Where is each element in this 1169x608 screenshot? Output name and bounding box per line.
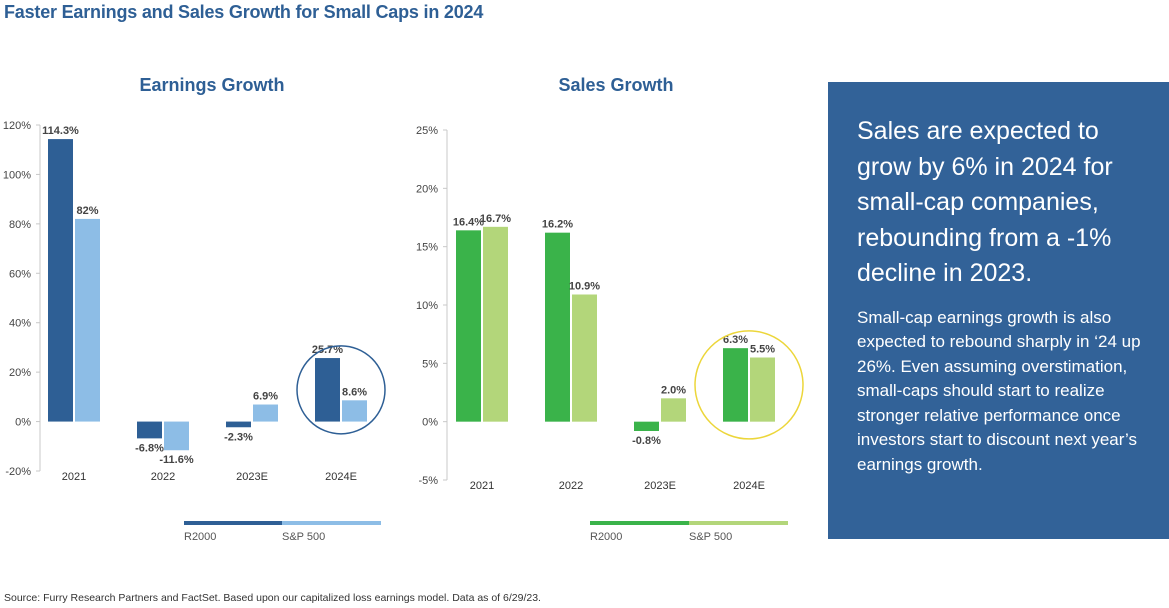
y-tick-label: 120% [3,120,31,132]
x-tick-label: 2024E [733,480,765,492]
bar-r2000-2023E [226,421,251,428]
bar-r2000-2024E [723,348,748,422]
legend-label-sp500: S&P 500 [689,531,733,543]
y-tick-label: -20% [5,466,31,478]
x-tick-label: 2021 [62,471,86,483]
data-label: 16.2% [542,219,573,231]
data-label: -6.8% [135,442,164,454]
x-tick-label: 2021 [470,480,494,492]
x-tick-label: 2022 [559,480,583,492]
highlight-circle [296,345,386,435]
y-tick-label: 100% [3,169,31,181]
chart-legend: R2000 S&P 500 [407,521,807,551]
bar-r2000-2021 [456,230,481,422]
x-tick-label: 2024E [325,471,357,483]
highlight-circle [694,330,804,440]
data-label: 16.7% [480,213,511,225]
legend-swatch-sp500 [282,521,381,525]
data-label: -2.3% [224,431,253,443]
bar-sp500-2024E [342,400,367,422]
sales-growth-chart: Sales Growth -5% 0% 5% 10% 15% 20% 25% 16.4% 16.… [407,66,807,556]
chart-legend: R2000 S&P 500 [0,521,400,551]
chart-title: Earnings Growth [139,75,285,95]
bar-r2000-2024E [315,358,340,422]
chart-title: Sales Growth [558,75,674,95]
bar-sp500-2022 [164,421,189,451]
legend-swatch-sp500 [689,521,788,525]
source-note: Source: Furry Research Partners and Fact… [4,592,541,604]
y-tick-label: 60% [9,268,31,280]
data-label: -11.6% [159,454,193,466]
y-tick-label: 0% [15,417,31,429]
bar-r2000-2022 [137,421,162,439]
data-label: 10.9% [569,281,600,293]
data-label: 16.4% [453,216,484,228]
commentary-headline: Sales are expected to grow by 6% in 2024… [857,117,1113,287]
data-label: 2.0% [661,384,686,396]
page-title: Faster Earnings and Sales Growth for Sma… [4,2,484,22]
bar-sp500-2023E [253,404,278,422]
y-tick-label: 80% [9,219,31,231]
commentary-panel: Sales are expected to grow by 6% in 2024… [828,82,1169,539]
data-label: -0.8% [632,435,661,447]
data-label: 8.6% [342,386,367,398]
y-tick-label: 10% [416,300,438,312]
y-tick-label: 25% [416,125,438,137]
data-label: 82% [76,205,98,217]
y-tick-label: 5% [422,358,438,370]
bar-sp500-2022 [572,294,597,422]
x-tick-label: 2022 [151,471,175,483]
bar-r2000-2022 [545,232,570,422]
y-tick-label: 0% [422,417,438,429]
legend-swatch-r2000 [590,521,689,525]
bar-r2000-2023E [634,421,659,431]
bar-sp500-2021 [75,218,100,422]
data-label: 114.3% [42,125,79,137]
commentary-body: Small-cap earnings growth is also expect… [857,307,1141,474]
data-label: 6.3% [723,334,748,346]
legend-label-sp500: S&P 500 [282,531,326,543]
legend-label-r2000: R2000 [184,531,217,543]
data-label: 5.5% [750,344,775,356]
data-label: 6.9% [253,391,278,403]
data-label: 25.7% [312,344,343,356]
y-tick-label: -5% [418,475,438,487]
sales-growth-plot: -5% 0% 5% 10% 15% 20% 25% 16.4%16.7% 2021 16.2% 10… [416,125,804,492]
earnings-growth-plot: -20% 0% 20% 40% 60% 80% 100% 120% 114.3% 82% 2021 -… [3,120,386,483]
y-tick-label: 15% [416,242,438,254]
x-tick-label: 2023E [644,480,676,492]
y-tick-label: 20% [9,367,31,379]
legend-label-r2000: R2000 [590,531,623,543]
bar-r2000-2021 [48,139,73,422]
y-tick-label: 20% [416,183,438,195]
bar-sp500-2021 [483,226,508,422]
bar-sp500-2023E [661,398,686,422]
bar-sp500-2024E [750,357,775,422]
x-tick-label: 2023E [236,471,268,483]
y-tick-label: 40% [9,318,31,330]
earnings-growth-chart: Earnings Growth -20% 0% 20% 40% 60% 80% 100% 12… [0,66,400,556]
legend-swatch-r2000 [184,521,282,525]
